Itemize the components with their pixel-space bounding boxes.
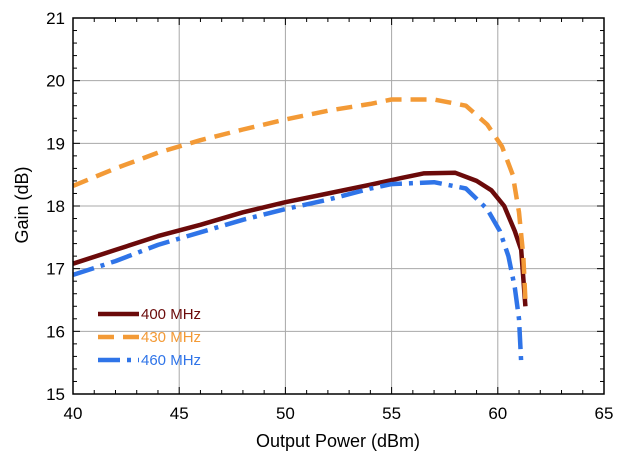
- legend: 400 MHz 430 MHz 460 MHz: [98, 306, 201, 369]
- y-tick-label: 19: [46, 134, 65, 153]
- grid: [73, 18, 604, 394]
- plot-frame: [72, 17, 605, 395]
- x-tick-label: 55: [382, 404, 401, 423]
- legend-label: 400 MHz: [141, 306, 201, 323]
- x-axis-label: Output Power (dBm): [256, 431, 420, 451]
- series-line-430-mhz: [72, 97, 528, 301]
- legend-label: 430 MHz: [141, 329, 201, 346]
- series-line-460-mhz: [72, 179, 524, 363]
- y-axis-label: Gain (dB): [12, 166, 32, 243]
- series-line-400-mhz: [72, 170, 528, 307]
- y-tick-label: 16: [46, 322, 65, 341]
- x-tick-label: 45: [170, 404, 189, 423]
- x-tick-label: 50: [276, 404, 295, 423]
- x-tick-label: 65: [595, 404, 614, 423]
- y-tick-label: 17: [46, 260, 65, 279]
- legend-label: 460 MHz: [141, 352, 201, 369]
- x-tick-label: 60: [488, 404, 507, 423]
- y-tick-label: 15: [46, 385, 65, 404]
- y-tick-label: 20: [46, 72, 65, 91]
- tick-labels: 40 45 50 55 60 65 15 16 17 18 19 20 21: [46, 9, 613, 423]
- x-tick-label: 40: [64, 404, 83, 423]
- y-tick-label: 18: [46, 197, 65, 216]
- y-tick-label: 21: [46, 9, 65, 28]
- series-lines: [72, 97, 528, 363]
